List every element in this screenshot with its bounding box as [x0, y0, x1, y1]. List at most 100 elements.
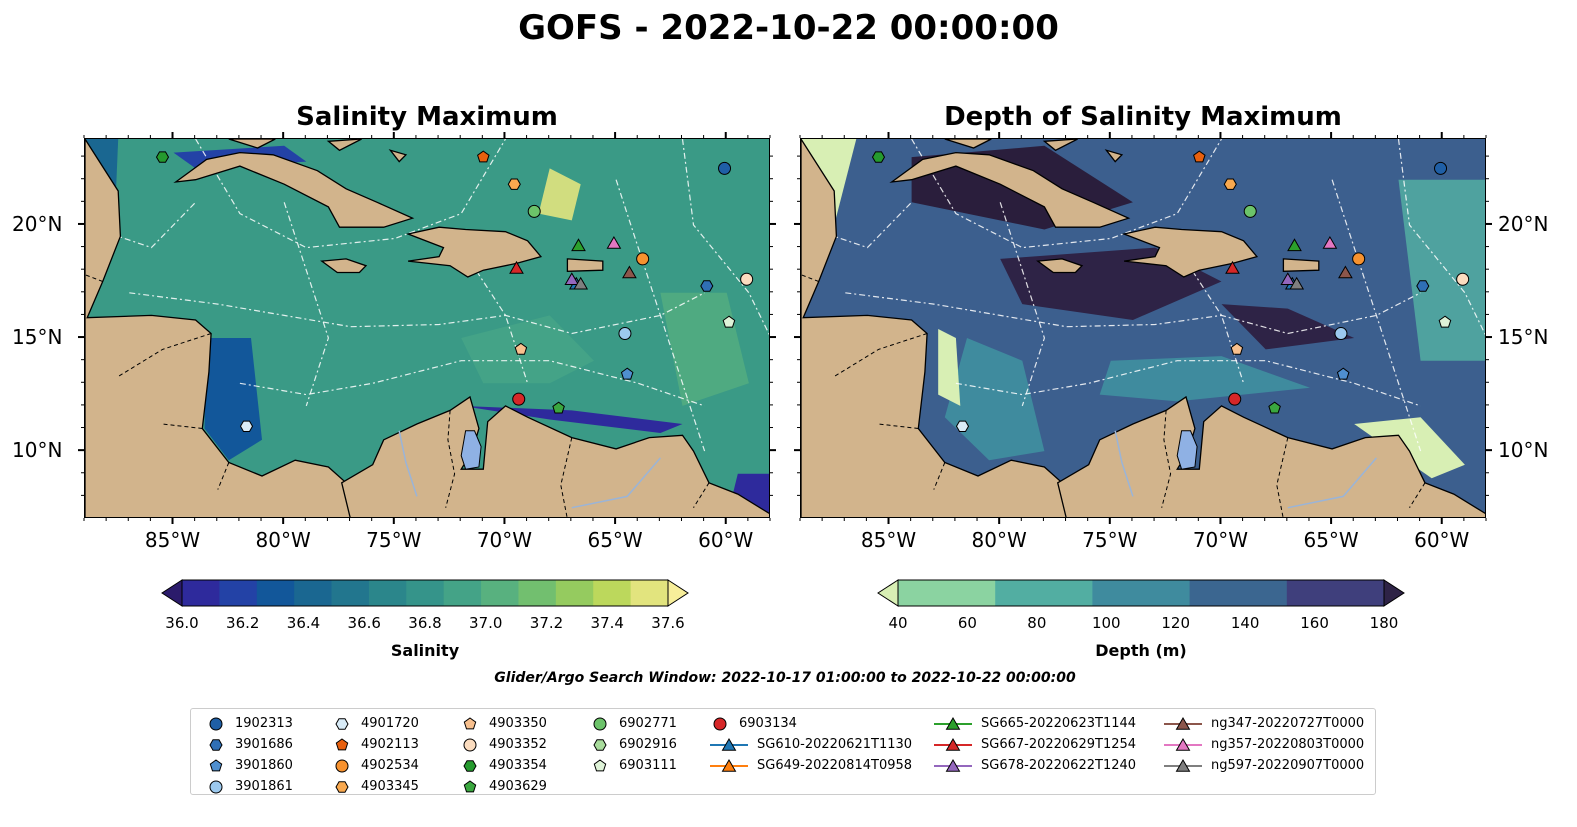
salinity-colorbar-label: Salinity [390, 641, 460, 660]
x-tick-label: 60°W [698, 528, 754, 552]
colorbar-segment [1189, 580, 1288, 606]
legend-marker-icon [209, 780, 223, 793]
legend-label: ng347-20220727T0000 [1211, 716, 1365, 731]
eez-boundary [615, 179, 706, 452]
field-patch [461, 315, 594, 384]
platform-4901720 [239, 420, 254, 432]
colorbar-segment [1286, 580, 1385, 606]
y-tick-label: 20°N [12, 211, 63, 236]
colorbar-tick-label: 37.2 [529, 614, 564, 632]
legend-label: 6902771 [619, 716, 677, 731]
platform-4903345 [1223, 178, 1237, 190]
colorbar-extend-low [161, 579, 183, 607]
legend-marker [721, 758, 737, 772]
legend-item: ng597-20220907T0000 [1163, 755, 1364, 776]
right-panel-title: Depth of Salinity Maximum [944, 102, 1342, 132]
colorbar-tick-label: 37.0 [469, 614, 503, 632]
colorbar-tick-label: 36.2 [226, 614, 260, 632]
country-border [693, 482, 710, 508]
colorbar-segment [443, 580, 482, 606]
legend-label: SG649-20220814T0958 [757, 758, 913, 773]
legend-marker-icon [209, 738, 223, 751]
platform-6902771 [1243, 204, 1257, 218]
platform-4903352 [740, 272, 754, 286]
legend-marker-icon [463, 716, 477, 729]
legend-item: SG610-20220621T1130 [709, 734, 912, 755]
country-border [933, 462, 946, 490]
lake-maracaibo [1176, 430, 1198, 470]
legend-marker [593, 738, 607, 751]
legend-label: 4903629 [489, 779, 547, 794]
country-border [445, 410, 456, 508]
legend-column: 6903134 SG610-20220621T1130 SG649-20220814… [709, 713, 912, 776]
field-patch [1221, 304, 1355, 350]
x-tick-label: 65°W [587, 528, 643, 552]
depth-of-salinity-maximum-map [800, 138, 1486, 518]
colorbar-tick-label: 36.0 [165, 614, 199, 632]
legend-label: 3901686 [235, 737, 293, 752]
legend-marker-icon [710, 737, 748, 751]
x-tick-label: 85°W [860, 528, 917, 552]
platform-4903350 [514, 342, 528, 355]
platform-SG667 [1225, 260, 1240, 274]
platform-1902313 [1434, 161, 1448, 175]
legend-marker [335, 737, 349, 750]
legend-marker [945, 737, 961, 751]
platform-4903629 [1268, 401, 1281, 414]
x-tick-label: 70°W [476, 528, 533, 552]
legend-label: ng357-20220803T0000 [1211, 737, 1365, 752]
legend-label: 3901861 [235, 779, 293, 794]
legend-item: 6903111 [589, 755, 677, 776]
legend-marker [335, 717, 349, 730]
y-tick-label: 20°N [1498, 211, 1549, 236]
legend-marker-icon [593, 758, 607, 771]
legend-marker-icon [209, 758, 223, 771]
lake-maracaibo [460, 430, 482, 470]
platform-4902534 [1352, 252, 1366, 266]
legend-marker-icon [710, 758, 748, 772]
salinity-maximum-map [84, 138, 770, 518]
legend-marker-icon [209, 717, 223, 730]
legend-label: SG667-20220629T1254 [981, 737, 1137, 752]
platform-3901860 [620, 367, 634, 380]
legend-item: 4902113 [331, 734, 419, 755]
colorbar-extend-high [1383, 579, 1405, 607]
legend-item: 6902771 [589, 713, 677, 734]
legend-item: SG678-20220622T1240 [933, 755, 1136, 776]
colorbar-segment [182, 580, 220, 606]
legend-marker-icon [934, 737, 972, 751]
legend-marker [209, 717, 223, 730]
platform-6903134 [512, 392, 526, 406]
country-border [833, 333, 928, 377]
legend-marker [1175, 758, 1191, 772]
land-cuba [889, 151, 1131, 228]
eez-boundary [1397, 139, 1485, 336]
x-tick-label: 70°W [1192, 528, 1249, 552]
platform-SG678 [564, 272, 580, 285]
depth-colorbar-label: Depth (m) [1095, 641, 1187, 660]
field-patch [538, 168, 581, 221]
colorbar-tick-label: 36.8 [408, 614, 442, 632]
legend-column: ng347-20220727T0000 ng357-20220803T0000 ng… [1163, 713, 1364, 776]
legend-item: SG665-20220623T1144 [933, 713, 1136, 734]
platform-SG665 [571, 238, 586, 252]
platform-4903350 [1230, 342, 1244, 355]
x-tick-label: 80°W [255, 528, 311, 552]
eez-boundary [283, 202, 330, 407]
legend-marker [209, 738, 223, 751]
platform-4902113 [1193, 150, 1206, 163]
river [398, 430, 418, 497]
colorbar-tick-label: 80 [1027, 614, 1047, 632]
legend-marker [721, 737, 737, 751]
legend-marker [945, 758, 961, 772]
y-tick-label: 15°N [12, 325, 63, 350]
platform-3901860 [1336, 367, 1350, 380]
legend-item: 6902916 [589, 734, 677, 755]
colorbar-segment [898, 580, 996, 606]
legend-label: SG610-20220621T1130 [757, 737, 913, 752]
colorbar-tick-label: 40 [888, 614, 908, 632]
colorbar-segment [593, 580, 632, 606]
platform-SG667 [509, 260, 524, 274]
legend-marker-icon [335, 759, 349, 772]
